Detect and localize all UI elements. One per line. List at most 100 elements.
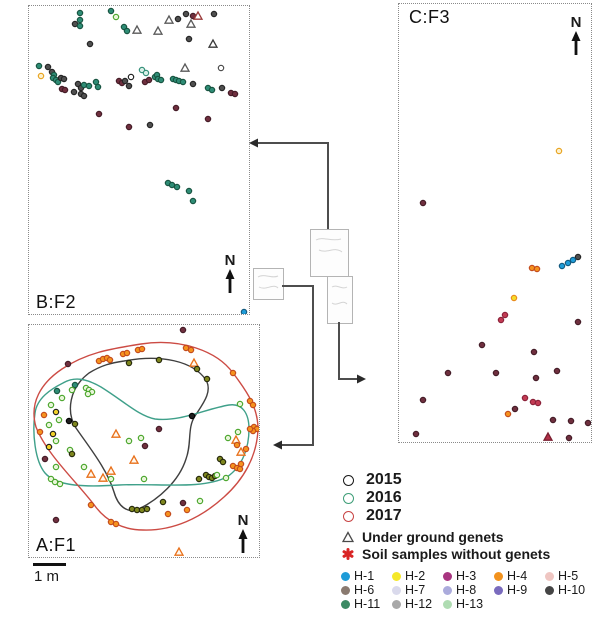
connector-arrowhead-b: [249, 138, 258, 148]
data-point: [189, 197, 197, 205]
scale-bar-line: [33, 563, 66, 566]
arrow-stem: [228, 277, 232, 293]
plot-panel-a-f1: A:F1 N: [28, 324, 260, 558]
data-point: [125, 359, 133, 367]
data-point: [164, 510, 172, 518]
scatter-layer-c: [412, 147, 591, 442]
connector-line-to-a: [281, 285, 314, 446]
data-point: [207, 38, 219, 48]
data-point: [60, 75, 68, 83]
data-point: [52, 516, 60, 524]
data-point: [65, 417, 73, 425]
north-indicator-c: N: [569, 15, 583, 56]
data-point: [210, 10, 218, 18]
data-point: [567, 417, 575, 425]
genet-color-dot: [494, 585, 503, 595]
data-point: [36, 428, 44, 436]
legend-year-row: 2015: [343, 471, 402, 489]
data-point: [121, 77, 129, 85]
data-point: [37, 72, 45, 80]
connector-line-to-c: [338, 322, 358, 380]
data-point: [87, 501, 95, 509]
underground-genets-label: Under ground genets: [362, 528, 504, 545]
genet-color-dot: [341, 585, 350, 595]
north-label: N: [237, 512, 249, 529]
data-point: [123, 27, 131, 35]
data-point: [71, 381, 79, 389]
data-point: [128, 454, 140, 464]
legend-genet-item: H-7: [392, 583, 443, 597]
north-arrow-icon: [238, 529, 248, 553]
data-point: [127, 73, 135, 81]
data-point: [52, 463, 60, 471]
data-point: [152, 25, 164, 35]
data-point: [141, 442, 149, 450]
data-point: [58, 394, 66, 402]
data-point: [497, 316, 505, 324]
sketch-line: [257, 275, 279, 289]
north-arrow-icon: [225, 269, 235, 293]
data-point: [504, 410, 512, 418]
data-point: [242, 445, 250, 453]
year-2017-circle-icon: [343, 510, 354, 522]
data-point: [235, 446, 247, 456]
genet-color-dot: [545, 585, 554, 595]
data-point: [444, 369, 452, 377]
data-point: [64, 360, 72, 368]
data-point: [534, 399, 542, 407]
data-point: [80, 92, 88, 100]
year-2015-circle-icon: [343, 474, 354, 486]
data-point: [530, 348, 538, 356]
data-point: [196, 497, 204, 505]
data-point: [204, 115, 212, 123]
data-point: [76, 22, 84, 30]
data-point: [140, 475, 148, 483]
data-point: [182, 10, 190, 18]
data-point: [188, 412, 196, 420]
data-point: [532, 374, 540, 382]
data-point: [412, 430, 420, 438]
inset-map-left: [253, 268, 284, 300]
genet-color-dot: [341, 571, 350, 581]
plot-label-c-f3: C:F3: [409, 7, 451, 27]
data-point: [185, 35, 193, 43]
data-point: [155, 356, 163, 364]
data-point: [68, 386, 76, 394]
legend-genet-item: H-4: [494, 569, 545, 583]
data-point: [249, 401, 257, 409]
arrowhead: [225, 269, 235, 279]
legend-markers: Under ground genets Soil samples without…: [341, 528, 550, 562]
data-point: [49, 430, 57, 438]
data-point: [56, 480, 64, 488]
legend-genet-item: H-2: [392, 569, 443, 583]
sketch-line: [315, 238, 343, 253]
data-point: [94, 83, 102, 91]
data-point: [193, 365, 201, 373]
legend-year-row: 2017: [343, 507, 402, 525]
data-point: [179, 499, 187, 507]
star-glyph: [342, 547, 354, 560]
connector-arrowhead-c: [357, 374, 366, 384]
data-point: [179, 78, 187, 86]
data-point: [213, 471, 221, 479]
data-point: [97, 472, 109, 482]
data-point: [234, 428, 242, 436]
data-point: [106, 356, 114, 364]
legend-genet-item: H-5: [545, 569, 596, 583]
arrowhead: [571, 31, 581, 41]
data-point: [85, 468, 97, 478]
legend-soil-row: Soil samples without genets: [341, 545, 550, 562]
data-point: [217, 64, 225, 72]
data-point: [553, 367, 561, 375]
data-point: [246, 425, 254, 433]
arrowhead: [238, 529, 248, 539]
genet-label: H-8: [456, 583, 477, 597]
data-point: [172, 104, 180, 112]
genet-label: H-12: [405, 597, 433, 611]
data-point: [125, 437, 133, 445]
scatter-layer-b: [35, 7, 248, 314]
data-point: [584, 419, 591, 427]
genet-color-dot: [392, 599, 401, 609]
data-point: [189, 80, 197, 88]
data-point: [84, 390, 92, 398]
